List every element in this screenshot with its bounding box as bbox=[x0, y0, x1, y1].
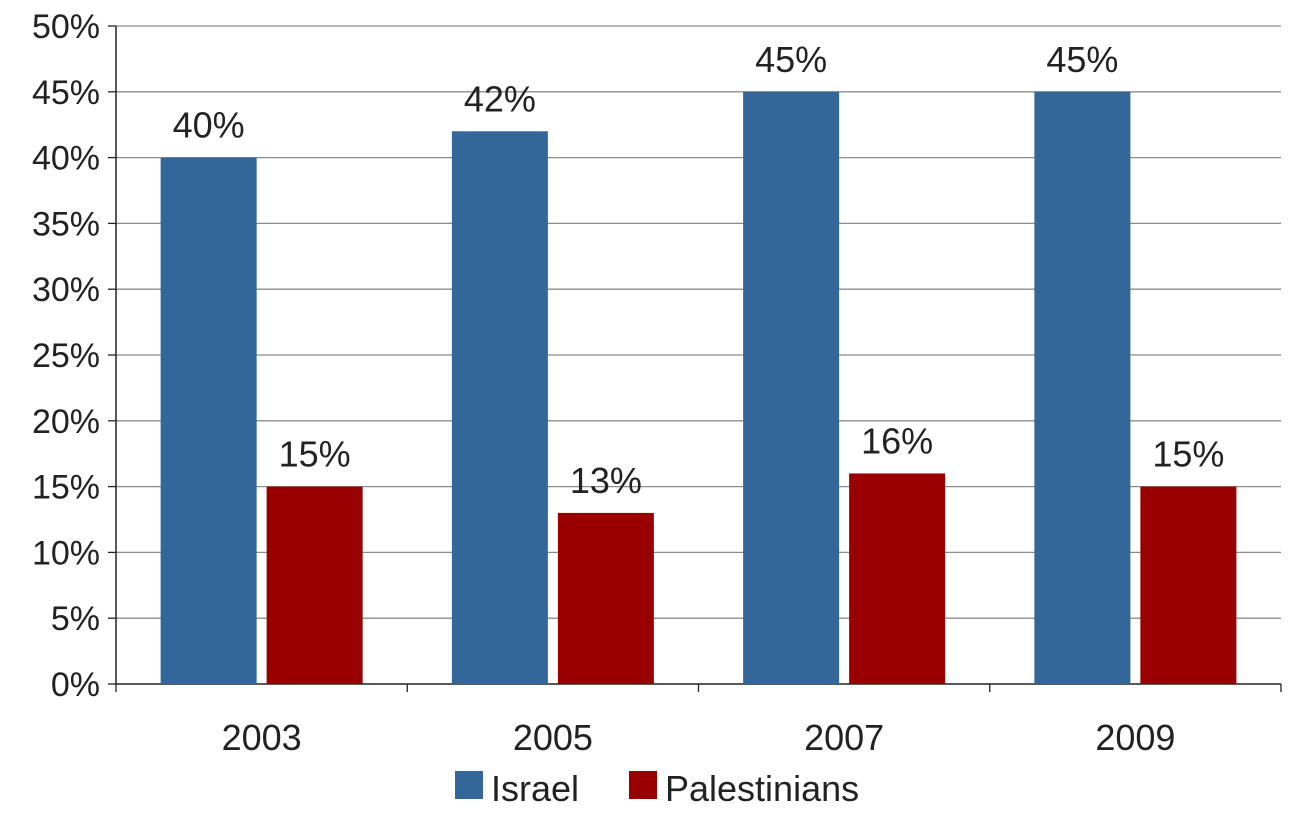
y-tick-label: 40% bbox=[32, 140, 100, 178]
bar-palestinians-2005 bbox=[557, 512, 654, 684]
x-axis-category-labels: 2003 2005 2007 2009 bbox=[222, 717, 1176, 758]
bar-palestinians-2007 bbox=[849, 473, 946, 684]
bar-israel-2007 bbox=[743, 91, 840, 685]
bar-israel-2003 bbox=[160, 157, 257, 685]
data-label-israel-2007: 45% bbox=[755, 39, 827, 80]
y-tick-label: 35% bbox=[32, 205, 100, 243]
y-tick-label: 45% bbox=[32, 74, 100, 112]
y-tick-label: 30% bbox=[32, 271, 100, 309]
legend-swatch-palestinians bbox=[629, 771, 657, 799]
data-label-palestinians-2007: 16% bbox=[861, 420, 933, 461]
data-label-israel-2003: 40% bbox=[173, 105, 245, 146]
legend-swatch-israel bbox=[455, 771, 483, 799]
legend: Israel Palestinians bbox=[455, 768, 859, 809]
bar-israel-2005 bbox=[451, 131, 548, 684]
bar-palestinians-2009 bbox=[1140, 486, 1237, 684]
y-tick-label: 10% bbox=[32, 534, 100, 572]
data-label-israel-2009: 45% bbox=[1046, 39, 1118, 80]
x-category-label: 2005 bbox=[513, 717, 593, 758]
y-tick-label: 50% bbox=[32, 8, 100, 46]
y-axis-tick-labels: 0% 5% 10% 15% 20% 25% 30% 35% 40% 45% 50% bbox=[32, 8, 100, 704]
legend-label-palestinians: Palestinians bbox=[665, 768, 859, 809]
x-category-label: 2009 bbox=[1095, 717, 1175, 758]
bar-israel-2009 bbox=[1034, 91, 1131, 685]
y-tick-label: 15% bbox=[32, 469, 100, 507]
x-category-label: 2007 bbox=[804, 717, 884, 758]
legend-label-israel: Israel bbox=[491, 768, 579, 809]
data-label-israel-2005: 42% bbox=[464, 78, 536, 119]
y-tick-label: 0% bbox=[51, 666, 100, 704]
bars bbox=[160, 91, 1237, 685]
y-tick-label: 25% bbox=[32, 337, 100, 375]
x-category-label: 2003 bbox=[222, 717, 302, 758]
y-tick-label: 20% bbox=[32, 403, 100, 441]
data-label-palestinians-2009: 15% bbox=[1152, 434, 1224, 475]
bar-palestinians-2003 bbox=[266, 486, 363, 684]
y-tick-label: 5% bbox=[51, 600, 100, 638]
data-labels: 40% 15% 42% 13% 45% 16% 45% 15% bbox=[173, 39, 1225, 501]
data-label-palestinians-2003: 15% bbox=[279, 434, 351, 475]
data-label-palestinians-2005: 13% bbox=[570, 460, 642, 501]
